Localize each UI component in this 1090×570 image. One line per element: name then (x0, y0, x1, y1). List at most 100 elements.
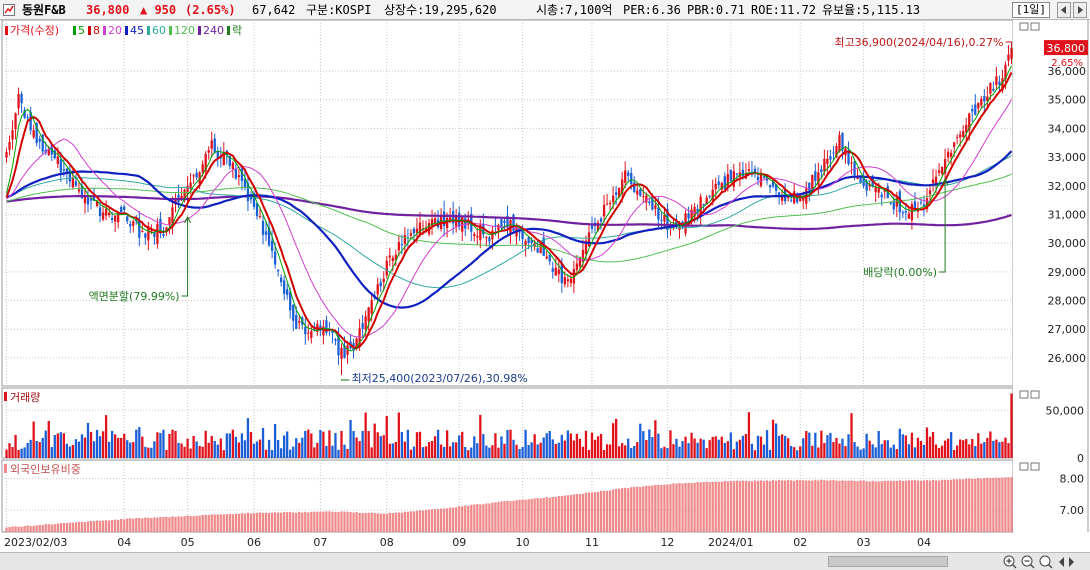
volume-bar (225, 433, 228, 458)
candle (101, 206, 105, 222)
volume-bar (808, 432, 811, 458)
candle-body (8, 141, 11, 150)
volume-bar (726, 441, 729, 458)
candle (276, 269, 280, 277)
volume-bar (249, 431, 253, 458)
volume-bar (862, 448, 865, 458)
foreign-bar (427, 509, 431, 532)
candle-body (729, 169, 732, 181)
candle (940, 166, 944, 176)
candle-body (560, 262, 563, 283)
volume-bar (310, 433, 313, 458)
foreign-bar (442, 508, 446, 532)
chart-type-icon[interactable] (3, 4, 15, 16)
candle (132, 219, 135, 233)
volume-bar (596, 436, 600, 458)
candle (144, 232, 147, 245)
candle-body (95, 201, 99, 206)
volume-bar (796, 450, 799, 458)
low-arrow (341, 379, 350, 381)
foreign-bar (732, 480, 735, 532)
candle (624, 161, 627, 189)
candle-body (907, 213, 911, 219)
volume-bar (793, 447, 796, 458)
candle (35, 121, 38, 147)
volume-bar (86, 422, 90, 458)
volume-bar (618, 446, 621, 458)
x-axis: 2023/02/03 04 05 06 07 08 09 10 11 12 2024/01 02 03 0… (4, 536, 931, 549)
candle-body (397, 241, 400, 251)
candle (107, 207, 111, 218)
volume-bar (735, 441, 739, 458)
foreign-bar (693, 482, 696, 532)
volume-bar (835, 437, 838, 458)
foreign-bar (856, 481, 859, 532)
candle (602, 194, 606, 223)
x-tick-label: 05 (181, 536, 195, 549)
period-selector[interactable]: [1일] (1012, 2, 1050, 18)
zoom-controls[interactable] (1002, 554, 1082, 570)
foreign-bar (421, 510, 425, 532)
candle (156, 218, 159, 249)
stock-chart[interactable]: 26,000 27,000 28,000 29,000 30,000 31,000 32,0… (0, 20, 1090, 552)
volume-bar (992, 440, 995, 458)
foreign-bar (361, 513, 364, 532)
foreign-bar (835, 480, 838, 532)
candle-body (865, 181, 868, 191)
foreign-bar (264, 512, 268, 532)
candle (26, 114, 29, 121)
candle-body (29, 111, 32, 131)
x-tick-label: 06 (247, 536, 261, 549)
candle-body (768, 184, 772, 188)
foreign-bar (289, 511, 292, 532)
time-scrollbar[interactable] (828, 556, 948, 567)
volume-bar (627, 438, 630, 458)
candle (943, 148, 947, 182)
volume-bar (177, 442, 180, 458)
foreign-bar (524, 499, 527, 532)
candle-body (1007, 54, 1010, 61)
volume-bar (132, 442, 135, 458)
legend-swatch (88, 26, 91, 35)
foreign-bar (928, 480, 932, 532)
candle-body (107, 212, 111, 216)
candle (20, 91, 23, 113)
low-annotation: 최저25,400(2023/07/26),30.98% (352, 372, 528, 385)
candle-body (506, 215, 509, 228)
candle (11, 120, 14, 150)
volume-bar (198, 445, 201, 458)
candle-body (491, 230, 494, 240)
candle-body (898, 191, 901, 213)
candle-body (633, 182, 636, 192)
foreign-bar (195, 515, 198, 532)
foreign-bar (648, 485, 651, 532)
volume-bar (844, 446, 847, 458)
candle-body (123, 206, 126, 211)
header-scroll-buttons[interactable] (1057, 2, 1087, 18)
volume-bar (621, 443, 624, 458)
volume-bar (953, 450, 956, 458)
foreign-bar (868, 481, 871, 532)
volume-bar (153, 441, 156, 458)
foreign-bar (132, 518, 135, 532)
foreign-bar (919, 480, 923, 532)
x-tick-label: 10 (516, 536, 530, 549)
foreign-bar (901, 480, 904, 532)
legend-swatch (103, 26, 106, 35)
split-arrowhead (184, 215, 192, 224)
foreign-bar (328, 511, 331, 532)
candle-body (267, 227, 271, 246)
volume-bar (445, 430, 449, 458)
candle-body (68, 170, 72, 182)
candle-body (44, 149, 47, 153)
foreign-bar (663, 484, 666, 532)
stock-name[interactable]: 동원F&B (22, 3, 66, 17)
volume-bar (267, 439, 271, 458)
foreign-bar (436, 509, 440, 532)
volume-bar (74, 439, 78, 458)
volume-bar (273, 423, 277, 458)
foreign-bar (255, 512, 259, 532)
volume-bar (847, 434, 850, 458)
foreign-bar (777, 480, 781, 532)
foreign-bar (545, 497, 548, 532)
